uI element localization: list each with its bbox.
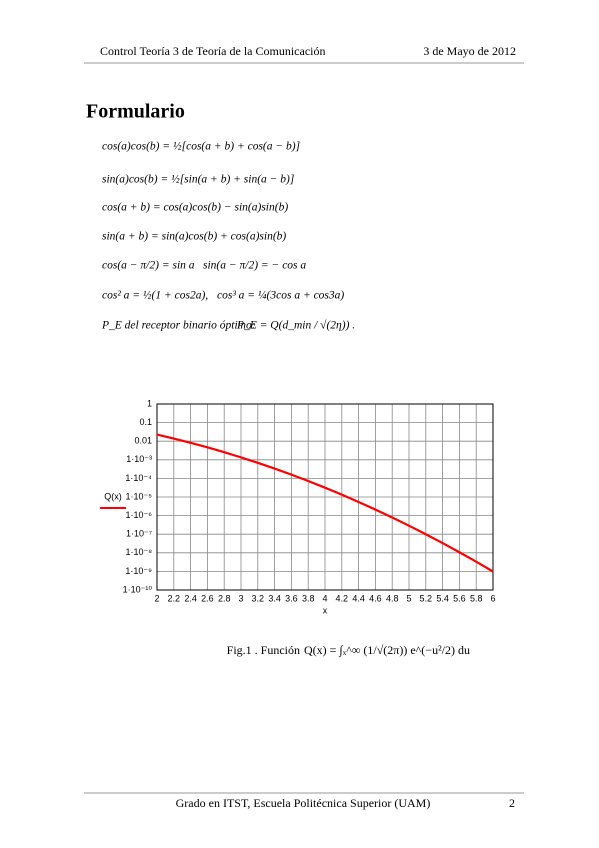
x-tick-label: 4.6 — [369, 593, 382, 603]
x-tick-label: 3.2 — [252, 593, 265, 603]
y-tick-label: 1·10⁻⁹ — [125, 566, 152, 576]
x-tick-label: 4.4 — [352, 593, 365, 603]
formula: P_E = Q(d_min / √(2η)) . — [236, 319, 355, 332]
x-tick-label: 4.2 — [336, 593, 349, 603]
caption-formula: Q(x) = ∫ₓ^∞ (1/√(2π)) e^(−u²/2) du — [304, 643, 470, 657]
x-axis-label: x — [323, 605, 328, 615]
formula: cos³ a = ¼(3cos a + cos3a) — [217, 290, 344, 302]
x-tick-label: 2.8 — [218, 593, 231, 603]
formula: sin(a)cos(b) = ½[sin(a + b) + sin(a − b)… — [102, 174, 294, 186]
plot-frame — [156, 403, 494, 591]
page-number: 2 — [509, 796, 515, 810]
legend-label: Q(x) — [104, 491, 122, 501]
y-tick-label: 1·10⁻⁷ — [126, 529, 152, 539]
x-tick-label: 4.8 — [386, 593, 399, 603]
x-tick-label: 2 — [154, 593, 159, 603]
formula: cos(a − π/2) = sin a — [102, 260, 195, 272]
y-tick-label: 0.1 — [139, 417, 152, 427]
x-tick-label: 4 — [322, 593, 327, 603]
header-right: 3 de Mayo de 2012 — [423, 44, 516, 58]
x-tick-label: 6 — [490, 593, 495, 603]
y-tick-label: 1·10⁻⁴ — [125, 473, 152, 483]
curve — [156, 433, 494, 573]
caption-label: Fig.1 . Función — [227, 643, 300, 657]
x-tick-label: 2.2 — [168, 593, 181, 603]
formula: sin(a + b) = sin(a)cos(b) + cos(a)sin(b) — [102, 231, 286, 243]
formula: sin(a − π/2) = − cos a — [203, 260, 306, 272]
x-tick-label: 5.8 — [470, 593, 483, 603]
formula: cos(a)cos(b) = ½[cos(a + b) + cos(a − b)… — [102, 141, 300, 153]
formula: P_E del receptor binario óptimo: — [101, 320, 256, 332]
title: Formulario — [86, 101, 185, 123]
y-tick-label: 1·10⁻⁶ — [126, 510, 153, 520]
x-tick-label: 2.6 — [201, 593, 214, 603]
x-tick-label: 3.8 — [302, 593, 315, 603]
x-tick-label: 3.6 — [285, 593, 298, 603]
x-tick-label: 3.4 — [268, 593, 281, 603]
x-tick-label: 5.6 — [453, 593, 466, 603]
x-tick-label: 5 — [406, 593, 411, 603]
x-tick-label: 5.4 — [436, 593, 449, 603]
x-tick-label: 2.4 — [184, 593, 197, 603]
y-tick-label: 1·10⁻⁸ — [125, 547, 152, 557]
x-tick-label: 3 — [238, 593, 243, 603]
header-left: Control Teoría 3 de Teoría de la Comunic… — [100, 44, 325, 58]
formula: cos(a + b) = cos(a)cos(b) − sin(a)sin(b) — [102, 202, 288, 214]
x-tick-label: 5.2 — [420, 593, 433, 603]
y-tick-label: 1·10⁻⁵ — [126, 491, 153, 501]
y-tick-label: 1·10⁻¹⁰ — [123, 584, 153, 594]
y-tick-label: 1 — [147, 398, 152, 408]
footer-text: Grado en ITST, Escuela Politécnica Super… — [176, 796, 431, 810]
formula: cos² a = ½(1 + cos2a), — [102, 290, 208, 302]
y-tick-label: 1·10⁻³ — [126, 454, 152, 464]
y-tick-label: 0.01 — [134, 436, 152, 446]
